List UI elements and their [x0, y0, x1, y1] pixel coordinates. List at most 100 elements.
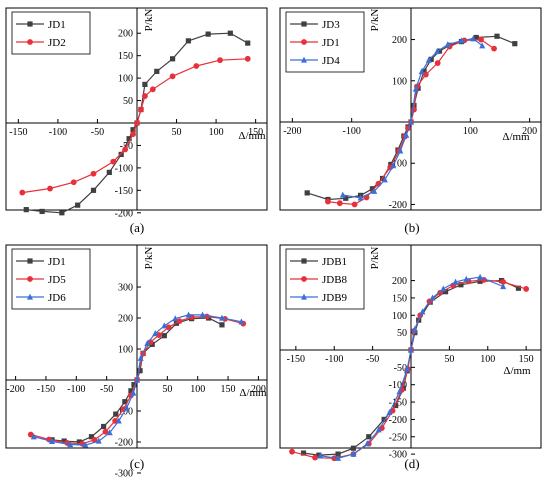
y-axis-label: P/kN [369, 247, 381, 270]
data-point [245, 40, 251, 46]
data-point [152, 330, 159, 337]
data-point [300, 450, 307, 456]
data-point [122, 399, 128, 405]
data-point [304, 190, 310, 196]
data-point [106, 169, 112, 175]
data-point [500, 279, 507, 285]
data-point [172, 315, 179, 322]
series-jd1 [23, 30, 251, 216]
legend-entry: JD4 [322, 55, 340, 67]
x-tick-label: -100 [325, 354, 343, 365]
data-point [316, 452, 322, 458]
data-point [523, 286, 530, 292]
data-point [491, 45, 497, 52]
data-point [217, 57, 223, 64]
series-jd4 [339, 35, 486, 201]
data-point [169, 73, 176, 80]
data-point [434, 60, 441, 66]
data-point [91, 436, 98, 443]
data-point [176, 318, 183, 325]
data-point [149, 86, 156, 93]
data-point [165, 324, 172, 331]
panel-label: (d) [404, 456, 419, 471]
panel-label: (c) [130, 456, 144, 471]
data-point [115, 417, 122, 424]
data-point [436, 48, 443, 54]
legend: JDB1 JDB8 JDB9 [285, 248, 365, 310]
data-point [317, 452, 324, 459]
panel-label: (b) [404, 220, 419, 235]
data-point [500, 283, 507, 290]
y-tick-label: -300 [389, 450, 407, 461]
legend-marker [27, 258, 33, 264]
series-line [26, 32, 248, 214]
x-tick-label: 100 [463, 126, 478, 137]
data-point [70, 179, 77, 186]
data-point [30, 433, 37, 440]
x-tick-label: -50 [91, 127, 104, 138]
data-point [39, 208, 45, 215]
data-point [473, 34, 479, 41]
data-point [90, 170, 97, 177]
x-axis-label: Δ/mm [503, 365, 531, 377]
data-point [27, 431, 34, 438]
data-point [403, 131, 410, 138]
data-point [154, 68, 160, 74]
data-point [343, 195, 349, 201]
data-point [137, 368, 143, 374]
data-point [219, 322, 225, 328]
data-point [49, 437, 56, 444]
data-point [350, 450, 357, 457]
y-tick-label: 150 [392, 293, 407, 304]
data-point [123, 404, 130, 411]
legend-marker [301, 293, 307, 300]
x-tick-label: 150 [221, 384, 236, 395]
x-tick-label: -200 [6, 384, 24, 395]
y-tick-label: -200 [389, 200, 407, 211]
legend-box [11, 11, 91, 55]
data-point [335, 451, 341, 457]
data-point [390, 162, 397, 169]
legend-entry: JD5 [48, 274, 66, 286]
data-point [122, 146, 129, 153]
y-tick-label: -200 [115, 208, 133, 219]
legend-entry: JD6 [48, 292, 66, 304]
data-point [479, 42, 486, 49]
legend-marker [301, 276, 307, 282]
y-tick-label: 100 [118, 345, 133, 356]
data-point [142, 93, 148, 99]
data-point [442, 289, 449, 295]
data-point [411, 325, 418, 332]
series-line [342, 38, 483, 199]
y-tick-label: -250 [389, 432, 407, 443]
y-tick-label: 50 [397, 328, 407, 339]
series-jd6 [30, 311, 245, 448]
data-point [23, 207, 29, 213]
x-tick-label: -150 [9, 127, 27, 138]
data-point [61, 438, 67, 444]
data-point [19, 189, 26, 196]
data-point [205, 31, 211, 37]
data-point [381, 416, 387, 423]
legend-entry: JD1 [322, 37, 340, 49]
data-point [412, 85, 419, 92]
x-tick-label: 200 [251, 384, 266, 395]
data-point [238, 318, 245, 325]
data-point [408, 346, 414, 353]
data-point [289, 448, 295, 455]
data-point [47, 185, 53, 192]
data-point [381, 176, 388, 183]
data-point [371, 187, 378, 194]
data-point [386, 409, 393, 416]
legend-marker [27, 293, 33, 300]
legend: JD1 JD2 [11, 11, 91, 55]
x-tick-label: 100 [209, 127, 224, 138]
data-point [419, 308, 426, 315]
data-point [418, 68, 425, 75]
data-point [218, 314, 225, 321]
data-point [458, 37, 465, 44]
data-point [350, 445, 357, 451]
data-point [102, 428, 109, 435]
data-point [161, 322, 168, 329]
data-point [396, 388, 403, 395]
